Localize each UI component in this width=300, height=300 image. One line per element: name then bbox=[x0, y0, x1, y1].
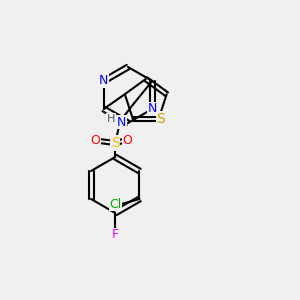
Text: S: S bbox=[156, 112, 165, 126]
Text: N: N bbox=[148, 103, 157, 116]
Text: O: O bbox=[90, 134, 100, 148]
Text: H: H bbox=[107, 114, 115, 124]
Text: O: O bbox=[122, 134, 132, 148]
Text: N: N bbox=[99, 74, 108, 88]
Text: S: S bbox=[111, 136, 120, 150]
Text: F: F bbox=[112, 229, 119, 242]
Text: N: N bbox=[117, 116, 126, 128]
Text: Cl: Cl bbox=[110, 197, 122, 211]
